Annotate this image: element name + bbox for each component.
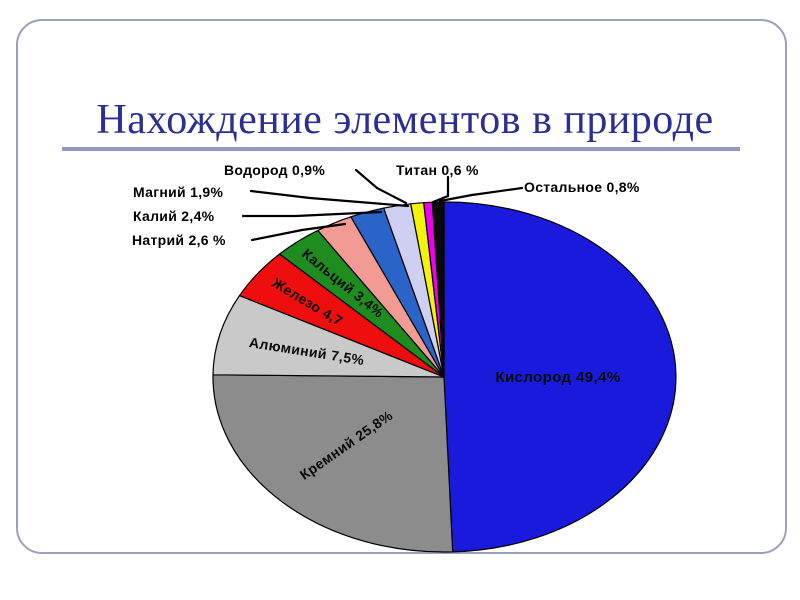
title-underline xyxy=(62,147,740,151)
leader-line-Калий xyxy=(241,210,383,218)
leader-line-Титан xyxy=(431,175,450,204)
pie-slice-Кислород xyxy=(443,201,677,553)
page-title: Нахождение элементов в природе xyxy=(96,97,714,143)
callout-label-Калий: Калий 2,4% xyxy=(133,208,215,224)
callout-label-Натрий: Натрий 2,6 % xyxy=(132,232,226,248)
pie-slice-Алюминий xyxy=(212,295,445,378)
callout-label-Титан: Титан 0,6 % xyxy=(396,162,479,178)
callout-label-Магний: Магний 1,9% xyxy=(133,184,224,200)
leader-line-Водород xyxy=(354,168,408,205)
pie-slice-Кремний xyxy=(212,374,454,553)
leader-line-Магний xyxy=(249,189,410,208)
slide-frame xyxy=(16,19,787,554)
callout-label-Водород: Водород 0,9% xyxy=(224,162,326,178)
leader-line-Натрий xyxy=(250,222,347,242)
slice-label-Кислород: Кислород 49,4% xyxy=(495,369,620,386)
leader-line-Остальное xyxy=(438,186,524,203)
callout-label-Остальное: Остальное 0,8% xyxy=(524,179,640,195)
